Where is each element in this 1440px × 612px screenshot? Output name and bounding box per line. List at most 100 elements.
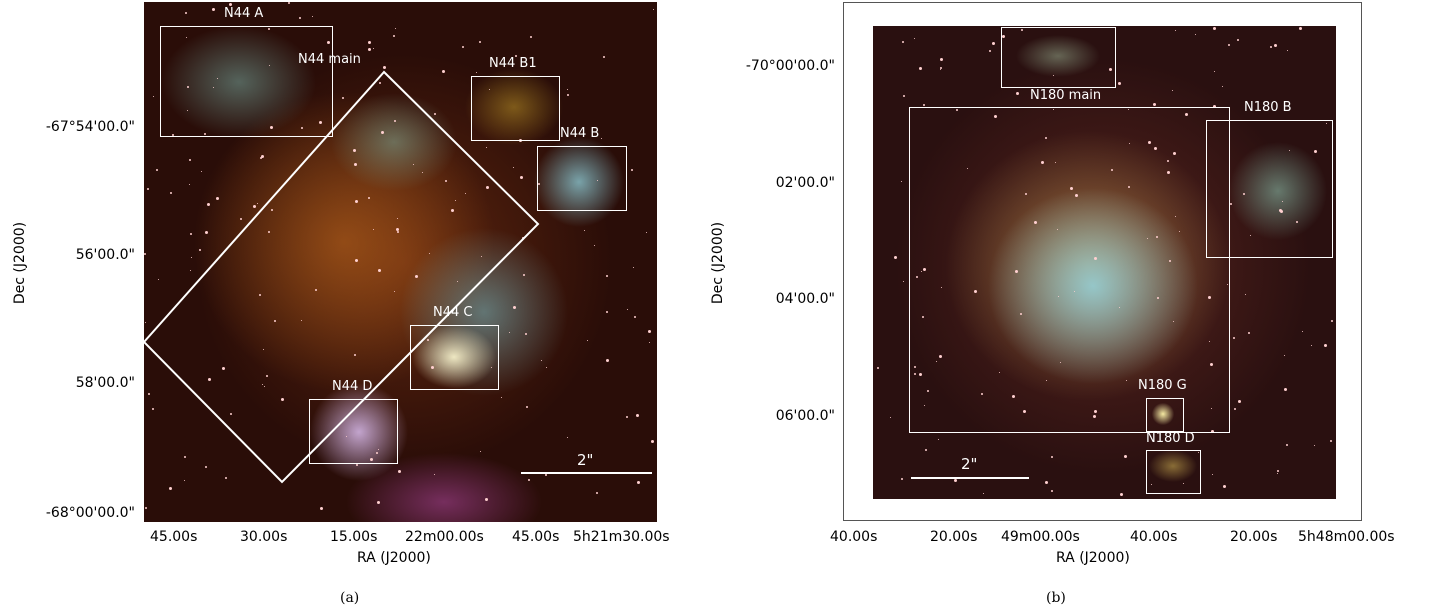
star-point bbox=[205, 231, 208, 234]
star-point bbox=[413, 164, 414, 165]
star-point bbox=[1211, 430, 1214, 433]
star-point bbox=[299, 17, 301, 19]
star-point bbox=[627, 309, 628, 310]
star-point bbox=[1238, 400, 1241, 403]
star-point bbox=[230, 413, 232, 415]
star-point bbox=[229, 3, 232, 6]
star-point bbox=[1109, 68, 1112, 71]
star-point bbox=[520, 176, 523, 179]
star-point bbox=[1277, 470, 1279, 472]
star-point bbox=[515, 55, 517, 57]
star-point bbox=[1041, 161, 1044, 164]
star-point bbox=[606, 311, 608, 313]
star-point bbox=[530, 36, 532, 38]
star-point bbox=[268, 28, 270, 30]
n44-scale-bar bbox=[521, 472, 652, 474]
star-point bbox=[1147, 238, 1148, 239]
star-point bbox=[1237, 39, 1239, 41]
star-point bbox=[216, 197, 219, 200]
star-point bbox=[636, 414, 639, 417]
star-point bbox=[1223, 485, 1226, 488]
n44-a-label: N44 A bbox=[224, 6, 264, 21]
star-point bbox=[567, 89, 568, 90]
star-point bbox=[1153, 103, 1156, 106]
star-point bbox=[485, 498, 488, 501]
star-point bbox=[1230, 203, 1232, 205]
star-point bbox=[631, 169, 633, 171]
star-point bbox=[397, 218, 398, 219]
star-point bbox=[185, 12, 187, 14]
n180-scale-bar bbox=[911, 477, 1029, 479]
star-point bbox=[261, 155, 264, 158]
star-point bbox=[264, 386, 265, 387]
star-point bbox=[567, 437, 568, 438]
star-point bbox=[940, 69, 941, 70]
star-point bbox=[956, 109, 958, 111]
star-point bbox=[903, 95, 905, 97]
star-point bbox=[213, 87, 214, 88]
star-point bbox=[1126, 380, 1127, 381]
star-point bbox=[1282, 201, 1283, 202]
n180-dec-tick: 04'00.0" bbox=[775, 291, 835, 307]
star-point bbox=[1074, 291, 1075, 292]
n44-dec-tick: 56'00.0" bbox=[75, 247, 135, 263]
star-point bbox=[486, 147, 487, 148]
star-point bbox=[457, 281, 458, 282]
n44-b-region-box bbox=[537, 146, 627, 211]
star-point bbox=[253, 205, 256, 208]
star-point bbox=[184, 456, 186, 458]
star-point bbox=[1185, 113, 1188, 116]
n180-d-region-box bbox=[1146, 450, 1201, 494]
n44-ra-tick: 15.00s bbox=[330, 529, 378, 545]
star-point bbox=[212, 8, 215, 11]
n180-plot-frame bbox=[843, 2, 1362, 521]
n44-dec-tick: -67°54'00.0" bbox=[45, 119, 135, 135]
star-point bbox=[172, 134, 174, 136]
star-point bbox=[541, 360, 542, 361]
star-point bbox=[346, 436, 347, 437]
star-point bbox=[523, 274, 525, 276]
star-point bbox=[281, 398, 284, 401]
star-point bbox=[1248, 332, 1250, 334]
star-point bbox=[170, 192, 172, 194]
star-point bbox=[1046, 380, 1047, 381]
n180-nebula-image bbox=[873, 26, 1336, 499]
star-point bbox=[429, 253, 430, 254]
n44-y-axis-title: Dec (J2000) bbox=[12, 221, 28, 305]
star-point bbox=[653, 9, 654, 10]
star-point bbox=[1055, 162, 1056, 163]
star-point bbox=[914, 38, 915, 39]
star-point bbox=[186, 37, 187, 38]
star-point bbox=[262, 384, 263, 385]
n44-b1-region-box bbox=[471, 76, 560, 141]
n180-main-region-box bbox=[909, 107, 1230, 433]
star-point bbox=[939, 355, 942, 358]
star-point bbox=[169, 487, 172, 490]
star-point bbox=[368, 41, 371, 44]
star-point bbox=[601, 138, 602, 139]
star-point bbox=[1169, 260, 1171, 262]
star-point bbox=[1070, 187, 1073, 190]
star-point bbox=[603, 56, 605, 58]
star-point bbox=[268, 231, 270, 233]
n44-ra-tick: 30.00s bbox=[240, 529, 288, 545]
star-point bbox=[1270, 46, 1272, 48]
star-point bbox=[342, 97, 344, 99]
star-point bbox=[205, 466, 207, 468]
star-point bbox=[528, 479, 530, 481]
star-point bbox=[1245, 294, 1246, 295]
star-point bbox=[1172, 90, 1173, 91]
star-point bbox=[651, 440, 654, 443]
star-point bbox=[260, 157, 262, 159]
star-point bbox=[373, 229, 374, 230]
star-point bbox=[190, 270, 191, 271]
star-point bbox=[320, 507, 323, 510]
star-point bbox=[354, 163, 357, 166]
n180-dec-tick: 02'00.0" bbox=[775, 175, 835, 191]
star-point bbox=[894, 256, 897, 259]
star-point bbox=[422, 172, 423, 173]
star-point bbox=[217, 78, 218, 79]
n44-dec-tick: 58'00.0" bbox=[75, 375, 135, 391]
star-point bbox=[606, 359, 609, 362]
star-point bbox=[257, 203, 258, 204]
